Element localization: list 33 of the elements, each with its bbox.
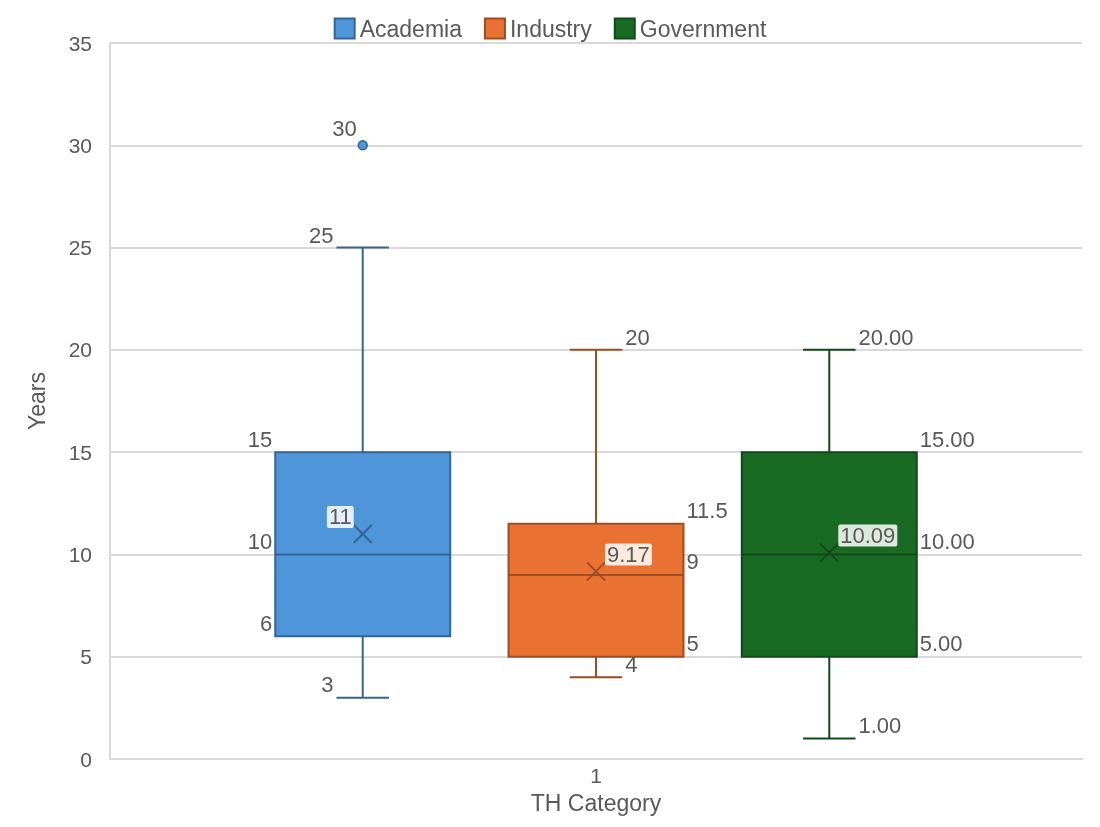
x-tick-label: 1 [590, 764, 602, 787]
y-tick-label: 5 [80, 645, 92, 669]
text: 11 [328, 504, 352, 530]
text: 3 [321, 672, 334, 698]
text: 10.00 [919, 528, 975, 554]
text: 15 [247, 426, 273, 452]
text: 15.00 [919, 426, 975, 452]
text: 10.09 [840, 523, 896, 549]
text: 25 [308, 223, 334, 249]
text: 20 [625, 325, 650, 351]
text: 10 [247, 528, 273, 554]
text: 30 [332, 115, 357, 141]
text: 9 [686, 549, 699, 575]
y-tick-label: 10 [68, 542, 92, 566]
text: 11.5 [686, 498, 728, 524]
y-tick-label: 20 [68, 338, 92, 362]
text: 4 [625, 651, 638, 677]
y-tick-label: 30 [68, 133, 92, 157]
text: 6 [259, 610, 273, 636]
text: 5 [686, 631, 699, 657]
legend-label: Industry [509, 15, 593, 42]
y-tick-label: 25 [68, 236, 92, 260]
x-axis-title: TH Category [530, 789, 662, 816]
legend-label: Government [639, 15, 767, 42]
legend-label: Academia [359, 15, 463, 42]
text: 20.00 [858, 325, 914, 351]
text: 1.00 [858, 713, 902, 739]
y-tick-label: 35 [68, 31, 92, 55]
y-tick-label: 15 [68, 440, 92, 464]
text: 5.00 [919, 631, 963, 657]
y-tick-label: 0 [80, 747, 92, 771]
y-axis-title: Years [23, 372, 50, 430]
text: 9.17 [607, 541, 650, 567]
